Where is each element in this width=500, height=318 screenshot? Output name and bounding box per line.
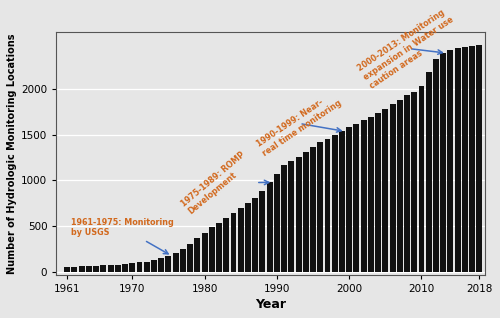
Bar [130,263,136,272]
Bar [115,265,121,272]
Bar [318,142,323,272]
Bar [180,249,186,272]
Bar [144,262,150,272]
Bar [209,227,215,272]
Bar [151,260,157,272]
Bar [382,109,388,272]
Bar [296,157,302,272]
Bar [93,266,99,272]
Bar [136,262,142,272]
Bar [108,265,114,272]
Bar [368,117,374,272]
Bar [216,223,222,272]
Text: 1990-1999: Near-
real time monitoring: 1990-1999: Near- real time monitoring [255,89,344,158]
Bar [238,208,244,272]
Text: 1961-1975: Monitoring
by USGS: 1961-1975: Monitoring by USGS [71,218,174,254]
Bar [274,174,280,272]
Bar [202,233,207,272]
Bar [354,124,360,272]
Bar [166,256,172,272]
Bar [230,213,236,272]
Bar [332,135,338,272]
Y-axis label: Number of Hydrologic Monitoring Locations: Number of Hydrologic Monitoring Location… [7,33,17,274]
Bar [339,131,345,272]
Bar [260,190,266,272]
Bar [476,45,482,272]
Bar [64,267,70,272]
Bar [462,47,468,272]
Bar [433,59,439,272]
Bar [158,258,164,272]
Bar [266,182,272,272]
Bar [78,266,84,272]
Text: 2000-2013: Monitoring
expansion in Water use
caution areas: 2000-2013: Monitoring expansion in Water… [356,6,462,91]
Bar [324,139,330,272]
Bar [412,92,417,272]
Bar [404,95,410,272]
Bar [281,165,287,272]
Bar [172,253,178,272]
Bar [86,266,92,272]
Bar [72,266,78,272]
Bar [187,244,193,272]
Text: 1975-1989: ROMP
Development: 1975-1989: ROMP Development [180,150,269,216]
Bar [245,204,251,272]
Bar [469,46,475,272]
Bar [390,104,396,272]
Bar [252,198,258,272]
Bar [122,264,128,272]
Bar [346,127,352,272]
Bar [194,238,200,272]
Bar [448,50,454,272]
Bar [418,86,424,272]
Bar [440,53,446,272]
Bar [310,147,316,272]
Bar [303,152,309,272]
Bar [224,218,229,272]
Bar [360,121,366,272]
Bar [100,265,106,272]
Bar [375,113,381,272]
X-axis label: Year: Year [255,298,286,311]
Bar [288,161,294,272]
Bar [454,48,460,272]
Bar [397,100,403,272]
Bar [426,72,432,272]
